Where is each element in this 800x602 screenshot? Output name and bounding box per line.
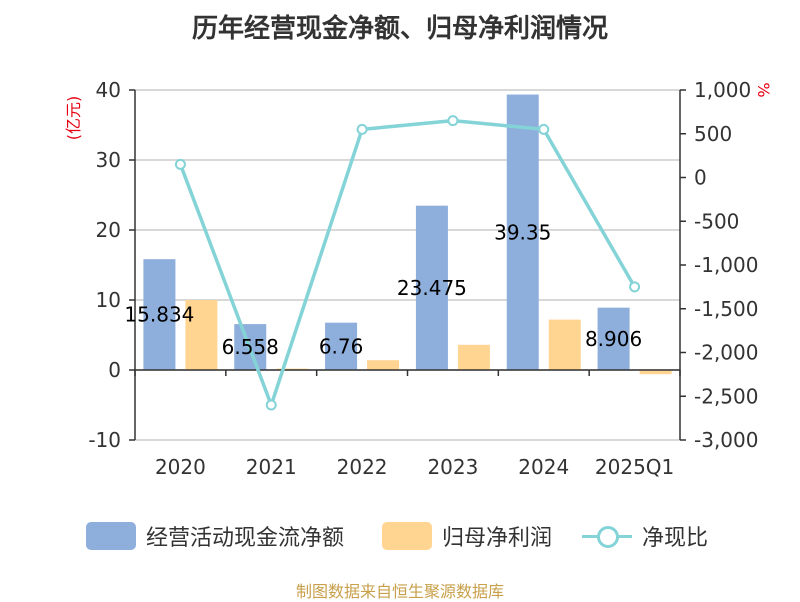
chart-title: 历年经营现金净额、归母净利润情况 [191,14,608,44]
cash-bar [415,205,448,370]
category-label: 2024 [518,455,569,479]
right-tick-label: -500 [694,209,739,233]
cash-data-label: 6.558 [222,335,279,359]
right-tick-label: -3,000 [694,428,758,452]
cash-bar [325,322,358,370]
cash-data-label: 6.76 [319,334,364,358]
right-axis-unit: % [754,82,773,97]
source-note: 制图数据来自恒生聚源数据库 [295,582,504,601]
category-label: 2020 [155,455,206,479]
ratio-point [629,281,641,293]
category-label: 2025Q1 [595,455,674,479]
profit-bar [185,300,218,370]
right-tick-label: 0 [694,166,707,190]
legend: 经营活动现金流净额 归母净利润 净现比 [0,516,800,556]
left-axis-unit: (亿元) [64,96,83,141]
category-label: 2022 [337,455,388,479]
legend-item-operating-cash[interactable]: 经营活动现金流净额 [86,516,344,556]
ratio-point [538,123,550,135]
cash-data-label: 39.35 [494,220,551,244]
legend-item-ratio[interactable]: 净现比 [582,516,708,556]
right-tick-label: 500 [694,122,732,146]
category-label: 2021 [246,455,297,479]
cash-data-label: 23.475 [397,276,467,300]
legend-item-net-profit[interactable]: 归母净利润 [382,516,552,556]
ratio-point [356,123,368,135]
cash-bar [506,94,539,371]
left-tick-label: -10 [88,428,121,452]
left-tick-label: 10 [96,288,121,312]
profit-bar [639,370,672,375]
profit-bar [457,344,490,370]
legend-label-net-profit: 归母净利润 [442,526,553,551]
ratio-line [178,118,637,407]
ratio-point [174,158,186,170]
legend-label-operating-cash: 经营活动现金流净额 [146,526,345,551]
left-tick-label: 0 [108,358,121,382]
left-tick-label: 30 [96,148,121,172]
right-tick-label: -2,000 [694,341,758,365]
profit-bar [367,360,400,370]
left-tick-label: 40 [96,78,121,102]
ratio-point [447,115,459,127]
legend-swatch-ratio [582,522,632,550]
axes: -10 0 10 20 30 40 1,000 500 0 -500 -1,000 -1,500 -2,… [88,78,758,479]
category-label: 2023 [427,455,478,479]
right-tick-label: 1,000 [694,78,751,102]
profit-bar [548,319,581,370]
cash-data-label: 15.834 [124,303,194,327]
legend-label-ratio: 净现比 [642,526,709,551]
ratio-line-series [174,115,641,411]
data-labels: 15.834 6.558 6.76 23.475 39.35 8.906 [124,220,642,359]
right-tick-label: -2,500 [694,384,758,408]
right-tick-label: -1,000 [694,253,758,277]
legend-swatch-operating-cash [86,522,136,550]
legend-swatch-net-profit [382,522,432,550]
bar-series [143,94,672,375]
cash-data-label: 8.906 [585,327,642,351]
left-tick-label: 20 [96,218,121,242]
right-tick-label: -1,500 [694,297,758,321]
cash-bar [143,259,176,370]
ratio-point [265,399,277,411]
cash-bar [597,307,630,370]
